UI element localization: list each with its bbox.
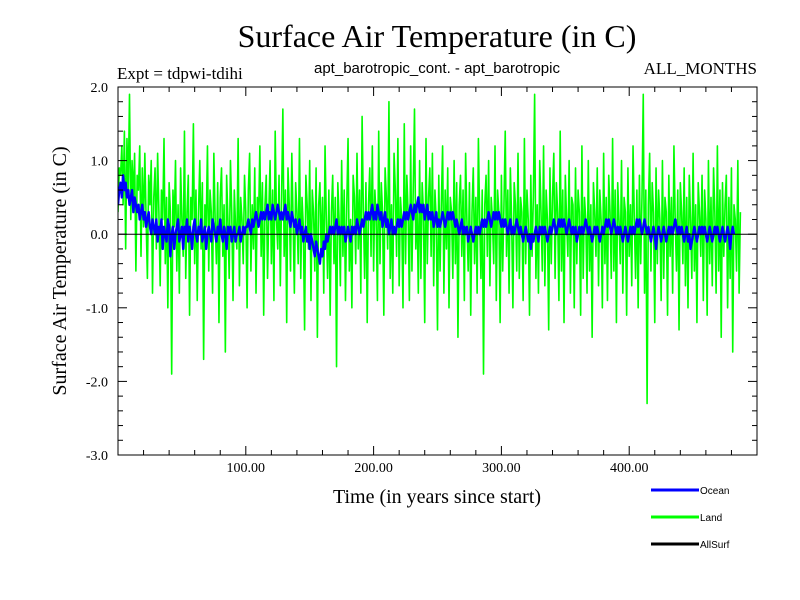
- x-tick-label: 300.00: [482, 461, 521, 476]
- legend-label-ocean: Ocean: [700, 486, 729, 497]
- x-tick-label: 100.00: [227, 461, 266, 476]
- tick-layer: [118, 87, 757, 455]
- tick-label-layer: 100.00 200.00 300.00 400.00 -3.0 -2.0 -1.0 0.0 1…: [86, 81, 649, 476]
- y-tick-label: -1.0: [86, 302, 108, 317]
- x-tick-label: 200.00: [354, 461, 393, 476]
- y-tick-label: -3.0: [86, 449, 108, 464]
- x-tick-label: 400.00: [610, 461, 649, 476]
- legend: Ocean Land AllSurf: [651, 486, 730, 551]
- y-tick-label: -2.0: [86, 375, 108, 390]
- series-layer: [118, 93, 742, 405]
- subtitle-right: ALL_MONTHS: [644, 59, 757, 78]
- subtitle-center: apt_barotropic_cont. - apt_barotropic: [314, 60, 560, 77]
- x-axis-label: Time (in years since start): [333, 486, 541, 508]
- y-tick-label: 1.0: [91, 155, 109, 170]
- legend-label-land: Land: [700, 513, 722, 524]
- legend-label-allsurf: AllSurf: [700, 540, 730, 551]
- chart-title: Surface Air Temperature (in C): [238, 18, 637, 54]
- y-tick-label: 0.0: [91, 228, 109, 243]
- series-line-land: [118, 93, 742, 405]
- y-tick-label: 2.0: [91, 81, 109, 96]
- y-axis-label: Surface Air Temperature (in C): [49, 146, 71, 395]
- series-line-ocean: [118, 174, 736, 265]
- plot-frame: [117, 86, 758, 456]
- subtitle-left: Expt = tdpwi-tdihi: [117, 64, 243, 83]
